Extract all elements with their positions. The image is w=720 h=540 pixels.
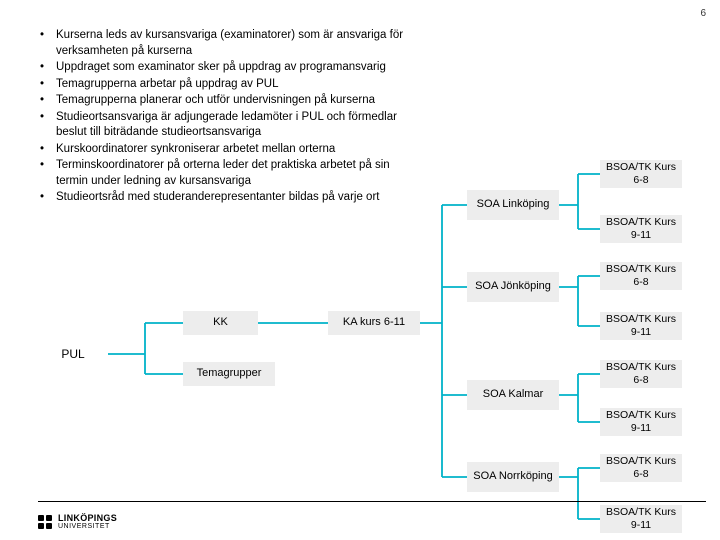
page-number: 6	[700, 8, 706, 19]
bullet-item: Studieortsansvariga är adjungerade ledam…	[38, 110, 418, 141]
bullet-item: Temagrupperna planerar och utför undervi…	[38, 93, 418, 109]
node-soa-kalmar: SOA Kalmar	[467, 380, 559, 410]
bullet-item: Studieortsråd med studeranderepresentant…	[38, 190, 418, 206]
node-bsoa-9-11: BSOA/TK Kurs 9-11	[600, 408, 682, 436]
bullet-item: Terminskoordinatorer på orterna leder de…	[38, 158, 418, 189]
node-bsoa-6-8: BSOA/TK Kurs 6-8	[600, 262, 682, 290]
university-logo: LINKÖPINGS UNIVERSITET	[38, 513, 117, 530]
node-bsoa-9-11: BSOA/TK Kurs 9-11	[600, 215, 682, 243]
bullet-item: Uppdraget som examinator sker på uppdrag…	[38, 60, 418, 76]
node-bsoa-6-8: BSOA/TK Kurs 6-8	[600, 454, 682, 482]
node-bsoa-9-11: BSOA/TK Kurs 9-11	[600, 505, 682, 533]
node-soa-linkoping: SOA Linköping	[467, 190, 559, 220]
logo-icon	[38, 515, 52, 529]
node-bsoa-9-11: BSOA/TK Kurs 9-11	[600, 312, 682, 340]
node-pul: PUL	[38, 340, 108, 368]
bullet-item: Kurskoordinatorer synkroniserar arbetet …	[38, 142, 418, 158]
bullet-list: Kurserna leds av kursansvariga (examinat…	[38, 28, 418, 207]
node-soa-norrkoping: SOA Norrköping	[467, 462, 559, 492]
node-kk: KK	[183, 311, 258, 335]
logo-text: LINKÖPINGS	[58, 513, 117, 523]
node-bsoa-6-8: BSOA/TK Kurs 6-8	[600, 360, 682, 388]
footer-divider	[38, 501, 706, 502]
logo-subtext: UNIVERSITET	[58, 523, 117, 530]
bullet-item: Kurserna leds av kursansvariga (examinat…	[38, 28, 418, 59]
bullet-item: Temagrupperna arbetar på uppdrag av PUL	[38, 77, 418, 93]
node-soa-jonkoping: SOA Jönköping	[467, 272, 559, 302]
node-ka-kurs: KA kurs 6-11	[328, 311, 420, 335]
node-bsoa-6-8: BSOA/TK Kurs 6-8	[600, 160, 682, 188]
node-temagrupper: Temagrupper	[183, 362, 275, 386]
